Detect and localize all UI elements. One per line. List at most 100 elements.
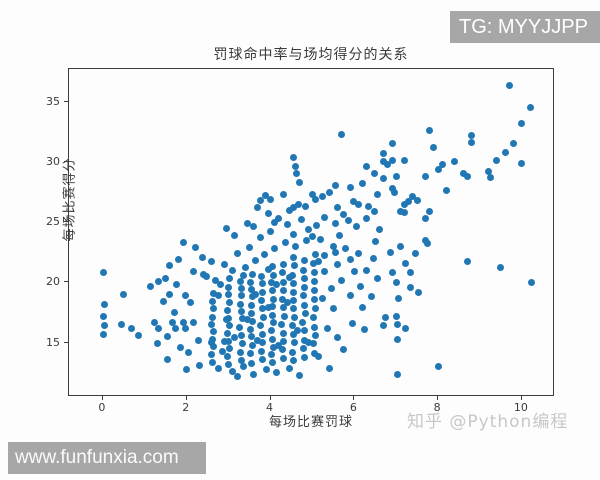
scatter-point xyxy=(187,299,195,307)
scatter-point xyxy=(338,276,346,284)
scatter-point xyxy=(237,357,245,365)
scatter-point xyxy=(275,341,283,349)
scatter-point xyxy=(370,170,378,178)
x-tick-mark xyxy=(101,396,103,400)
scatter-point xyxy=(392,312,400,320)
scatter-point xyxy=(442,187,450,195)
scatter-point xyxy=(369,254,377,262)
scatter-point xyxy=(259,313,267,321)
scatter-point xyxy=(290,288,298,296)
scatter-point xyxy=(264,265,272,273)
x-tick-label: 0 xyxy=(98,401,106,414)
scatter-point xyxy=(256,234,264,242)
scatter-point xyxy=(402,259,410,267)
scatter-point xyxy=(388,140,396,148)
scatter-point xyxy=(371,237,379,245)
scatter-point xyxy=(288,322,296,330)
scatter-point xyxy=(249,270,256,278)
scatter-point xyxy=(321,268,329,276)
scatter-point xyxy=(218,347,226,355)
scatter-point xyxy=(258,330,266,338)
scatter-point xyxy=(292,242,300,250)
scatter-point xyxy=(248,333,256,341)
scatter-point xyxy=(301,310,309,318)
scatter-point xyxy=(166,262,174,270)
scatter-point xyxy=(329,305,337,313)
scatter-point xyxy=(347,183,355,191)
scatter-point xyxy=(384,160,392,168)
scatter-point xyxy=(252,257,260,265)
scatter-point xyxy=(229,266,237,274)
scatter-point xyxy=(290,330,298,338)
scatter-point xyxy=(315,352,323,360)
scatter-point xyxy=(332,182,340,190)
x-tick-mark xyxy=(353,396,355,400)
scatter-point xyxy=(183,365,191,373)
scatter-point xyxy=(241,264,249,272)
y-tick-label: 35 xyxy=(46,94,60,108)
x-tick-label: 10 xyxy=(513,401,528,414)
scatter-point xyxy=(118,321,126,329)
x-tick-mark xyxy=(269,396,271,400)
scatter-point xyxy=(100,330,108,338)
scatter-point xyxy=(331,219,339,227)
scatter-point xyxy=(295,200,303,208)
scatter-point xyxy=(273,369,281,377)
y-tick-mark xyxy=(64,221,68,223)
scatter-point xyxy=(225,345,233,353)
scatter-point xyxy=(397,242,405,250)
scatter-point xyxy=(401,209,409,216)
scatter-point xyxy=(100,269,108,277)
scatter-point xyxy=(155,324,163,332)
scatter-point xyxy=(289,348,297,356)
scatter-point xyxy=(260,251,268,259)
scatter-point xyxy=(290,280,298,288)
scatter-point xyxy=(374,190,382,198)
scatter-point xyxy=(430,143,438,151)
scatter-point xyxy=(220,338,228,346)
scatter-point xyxy=(321,213,329,221)
scatter-point xyxy=(292,163,300,171)
scatter-point xyxy=(256,196,264,204)
scatter-point xyxy=(164,333,172,341)
scatter-point xyxy=(170,309,178,317)
scatter-point xyxy=(315,258,323,266)
scatter-point xyxy=(308,190,316,198)
scatter-point xyxy=(224,283,232,291)
scatter-point xyxy=(208,298,216,306)
scatter-point xyxy=(271,218,279,226)
scatter-point xyxy=(209,358,217,366)
scatter-point xyxy=(302,236,310,244)
scatter-point xyxy=(331,248,339,256)
scatter-point xyxy=(208,321,216,329)
scatter-point xyxy=(300,353,308,361)
scatter-point xyxy=(278,321,286,329)
scatter-point xyxy=(209,289,217,297)
scatter-point xyxy=(190,318,198,326)
y-tick-mark xyxy=(64,281,68,283)
scatter-point xyxy=(392,172,400,180)
scatter-point xyxy=(259,339,267,347)
scatter-point xyxy=(317,235,325,243)
scatter-point xyxy=(362,163,370,171)
scatter-point xyxy=(225,360,233,368)
scatter-point xyxy=(518,159,526,167)
scatter-point xyxy=(338,130,346,138)
scatter-point xyxy=(262,192,270,200)
scatter-point xyxy=(268,351,276,359)
y-tick-label: 15 xyxy=(46,335,60,349)
y-tick-mark xyxy=(64,160,68,162)
scatter-point xyxy=(135,332,143,339)
scatter-point xyxy=(233,373,241,380)
scatter-point xyxy=(100,300,108,308)
scatter-point xyxy=(371,207,379,215)
scatter-point xyxy=(258,297,266,305)
scatter-point xyxy=(195,336,203,344)
scatter-point xyxy=(401,157,409,165)
y-tick-mark xyxy=(64,100,68,102)
scatter-point xyxy=(203,272,211,280)
scatter-point xyxy=(278,269,286,277)
scatter-point xyxy=(352,223,360,231)
scatter-point xyxy=(380,175,388,183)
scatter-point xyxy=(300,283,308,291)
